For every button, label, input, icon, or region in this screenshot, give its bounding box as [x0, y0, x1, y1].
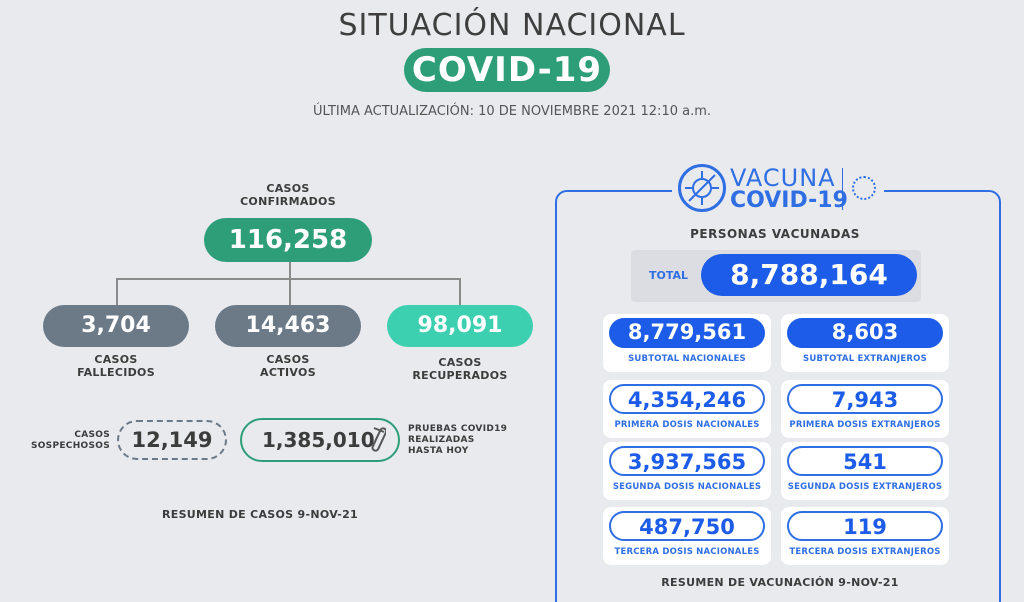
- vaccination-summary-text: RESUMEN DE VACUNACIÓN 9-NOV-21: [661, 576, 899, 589]
- recovered-label-line1: CASOS: [438, 356, 482, 369]
- active-label-line2: ACTIVOS: [260, 366, 316, 379]
- total-vaccinated-box: TOTAL 8,788,164: [631, 250, 921, 302]
- vaccine-stat-label: SEGUNDA DOSIS EXTRANJEROS: [787, 482, 943, 492]
- tree-connector: [459, 278, 461, 305]
- vaccine-stat-card: 487,750 TERCERA DOSIS NACIONALES: [603, 507, 771, 565]
- last-update-text: ÚLTIMA ACTUALIZACIÓN: 10 DE NOVIEMBRE 20…: [312, 104, 712, 119]
- tests-label-line2: REALIZADAS: [408, 435, 475, 445]
- active-value: 14,463: [215, 305, 361, 347]
- deaths-label-line2: FALLECIDOS: [77, 366, 155, 379]
- total-vaccinated-value: 8,788,164: [701, 254, 917, 296]
- vaccine-stat-value: 487,750: [609, 511, 765, 541]
- virus-glyph: [685, 171, 719, 205]
- vaccine-stat-card: 119 TERCERA DOSIS EXTRANJEROS: [781, 507, 949, 565]
- suspect-label: CASOS SOSPECHOSOS: [18, 430, 110, 452]
- vaccine-stat-card: 8,779,561 SUBTOTAL NACIONALES: [603, 314, 771, 372]
- vaccine-stat-label: TERCERA DOSIS EXTRANJEROS: [789, 547, 941, 557]
- logo-divider: [842, 168, 843, 210]
- recovered-value: 98,091: [387, 305, 533, 347]
- vaccine-stat-card: 4,354,246 PRIMERA DOSIS NACIONALES: [603, 380, 771, 438]
- tree-connector: [289, 278, 291, 305]
- vaccine-stat-value: 541: [787, 446, 943, 476]
- virus-icon: [678, 164, 726, 212]
- vaccinated-persons-title: PERSONAS VACUNADAS: [690, 227, 860, 241]
- vaccine-stat-value: 119: [787, 511, 943, 541]
- vaccine-stat-value: 3,937,565: [609, 446, 765, 476]
- confirmed-label: CASOS CONFIRMADOS: [230, 182, 346, 208]
- vaccine-word: VACUNA: [730, 164, 836, 192]
- covid-badge: COVID-19: [404, 48, 610, 92]
- cases-summary-text: RESUMEN DE CASOS 9-NOV-21: [162, 508, 358, 521]
- deaths-label-line1: CASOS: [94, 353, 138, 366]
- vaccine-stat-card: 3,937,565 SEGUNDA DOSIS NACIONALES: [603, 442, 771, 500]
- vaccine-stat-value: 4,354,246: [609, 384, 765, 414]
- vaccine-stat-card: 8,603 SUBTOTAL EXTRANJEROS: [781, 314, 949, 372]
- tree-connector: [289, 262, 291, 280]
- page-title: SITUACIÓN NACIONAL: [338, 8, 686, 43]
- active-label: CASOS ACTIVOS: [215, 353, 361, 379]
- tests-box: 1,385,010: [240, 418, 400, 462]
- tests-label-line1: PRUEBAS COVID19: [408, 424, 508, 434]
- tests-label-line3: HASTA HOY: [408, 446, 469, 456]
- vaccine-stat-label: SUBTOTAL NACIONALES: [628, 354, 746, 364]
- suspect-cases-value: 12,149: [117, 420, 227, 460]
- deaths-label: CASOS FALLECIDOS: [43, 353, 189, 379]
- vaccine-stat-card: 541 SEGUNDA DOSIS EXTRANJEROS: [781, 442, 949, 500]
- national-seal-icon: [852, 176, 876, 200]
- confirmed-cases-value: 116,258: [204, 218, 372, 262]
- deaths-value: 3,704: [43, 305, 189, 347]
- vaccine-stat-value: 8,603: [787, 318, 943, 348]
- confirmed-label-line2: CONFIRMADOS: [240, 195, 336, 208]
- vaccine-stat-label: PRIMERA DOSIS NACIONALES: [614, 420, 760, 430]
- vaccine-stat-label: TERCERA DOSIS NACIONALES: [614, 547, 760, 557]
- vaccine-stat-card: 7,943 PRIMERA DOSIS EXTRANJEROS: [781, 380, 949, 438]
- total-label: TOTAL: [649, 269, 689, 282]
- vaccine-covid-word: COVID-19: [730, 188, 848, 213]
- vaccine-logo: VACUNA COVID-19: [672, 160, 884, 216]
- tests-label: PRUEBAS COVID19 REALIZADAS HASTA HOY: [408, 424, 538, 457]
- vaccine-stat-value: 8,779,561: [609, 318, 765, 348]
- confirmed-label-line1: CASOS: [266, 182, 310, 195]
- vaccine-stat-label: SUBTOTAL EXTRANJEROS: [803, 354, 927, 364]
- vaccine-stat-label: SEGUNDA DOSIS NACIONALES: [612, 482, 762, 492]
- test-tube-icon: [371, 427, 386, 452]
- suspect-label-line1: CASOS: [74, 430, 110, 440]
- suspect-label-line2: SOSPECHOSOS: [30, 441, 110, 451]
- vaccine-stat-label: PRIMERA DOSIS EXTRANJEROS: [789, 420, 941, 430]
- tests-value: 1,385,010: [262, 428, 375, 452]
- recovered-label: CASOS RECUPERADOS: [387, 356, 533, 382]
- active-label-line1: CASOS: [266, 353, 310, 366]
- vaccine-stat-value: 7,943: [787, 384, 943, 414]
- tree-connector: [116, 278, 118, 305]
- recovered-label-line2: RECUPERADOS: [412, 369, 508, 382]
